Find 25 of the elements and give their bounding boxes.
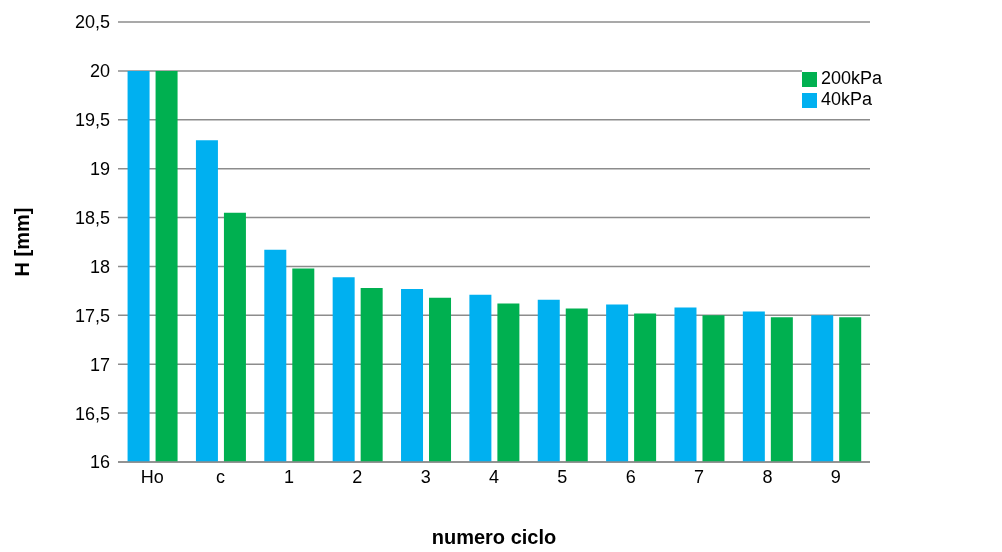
y-tick-label: 18,5 (74, 207, 110, 228)
x-axis-title: numero ciclo (431, 526, 557, 548)
y-tick-label: 16 (89, 452, 110, 473)
y-tick-label: 16,5 (74, 403, 110, 424)
y-tick-label: 20,5 (74, 12, 110, 33)
x-tick-label: 2 (352, 466, 363, 487)
y-tick-label: 17 (89, 354, 110, 375)
legend-label: 200kPa (821, 68, 883, 88)
x-tick-label: c (216, 466, 226, 487)
x-tick-label: 1 (283, 466, 294, 487)
x-tick-label: 9 (830, 466, 841, 487)
x-tick-label: 6 (625, 466, 636, 487)
x-tick-label: 3 (420, 466, 431, 487)
legend-label: 40kPa (821, 89, 873, 109)
x-tick-label: 5 (557, 466, 568, 487)
x-tick-label: 7 (694, 466, 705, 487)
y-axis-title: H [mm] (11, 207, 34, 277)
y-tick-label: 17,5 (74, 305, 110, 326)
x-tick-label: 4 (488, 466, 500, 487)
y-tick-label: 19,5 (74, 110, 110, 131)
y-tick-label: 18 (89, 256, 110, 277)
x-tick-label: Ho (140, 466, 164, 487)
y-tick-label: 19 (89, 159, 110, 180)
x-tick-label: 8 (762, 466, 773, 487)
y-tick-label: 20 (89, 61, 110, 82)
